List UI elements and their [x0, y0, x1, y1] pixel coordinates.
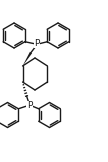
Text: P: P	[34, 39, 40, 48]
Polygon shape	[23, 52, 32, 66]
Text: P: P	[27, 102, 32, 110]
